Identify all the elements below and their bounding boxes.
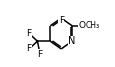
- Text: O: O: [78, 21, 85, 30]
- Text: CH₃: CH₃: [85, 21, 99, 30]
- Text: N: N: [68, 36, 75, 46]
- Text: F: F: [37, 50, 42, 59]
- Text: F: F: [26, 44, 31, 53]
- Text: F: F: [58, 16, 63, 25]
- Text: F: F: [26, 29, 31, 38]
